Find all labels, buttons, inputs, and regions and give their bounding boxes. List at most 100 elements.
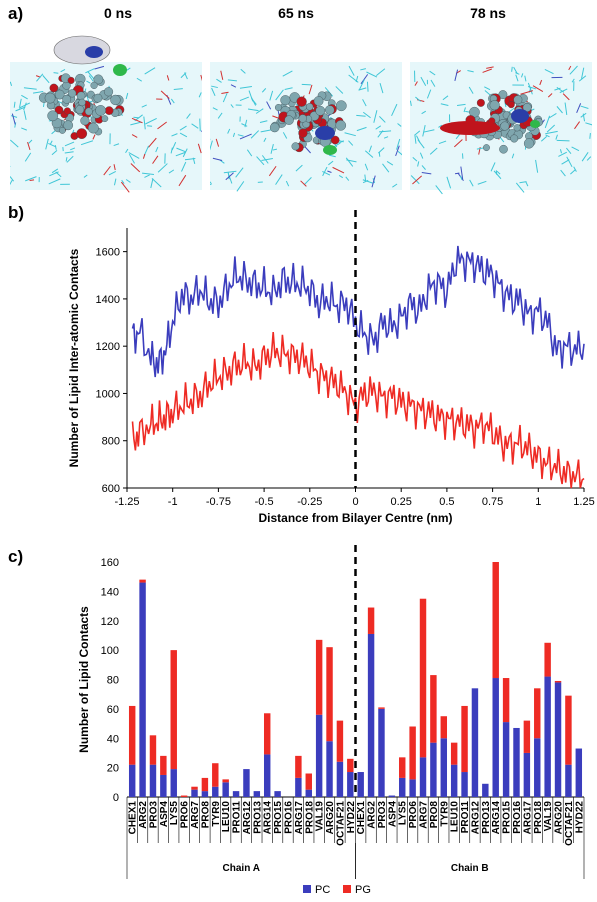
- lipid-stroke: [131, 117, 143, 124]
- lipid-stroke: [275, 89, 284, 101]
- lipid-stroke: [259, 120, 268, 123]
- atom-sphere: [507, 101, 515, 109]
- lipid-stroke: [261, 158, 273, 161]
- atom-sphere: [93, 93, 103, 103]
- lipid-stroke: [496, 170, 501, 175]
- category-label: PRO8: [429, 801, 440, 829]
- lipid-stroke: [166, 75, 170, 81]
- atom-sphere: [76, 91, 86, 101]
- lipid-stroke: [236, 181, 245, 192]
- atom-sphere: [513, 95, 523, 105]
- lipid-stroke: [155, 146, 159, 153]
- bar-pg-pro15: [502, 678, 510, 723]
- y-axis-label: Number of Lipid Contacts: [77, 606, 91, 753]
- lipid-stroke: [469, 179, 474, 187]
- lipid-stroke: [414, 134, 417, 144]
- category-label: ASP4: [159, 801, 170, 828]
- lipid-stroke: [179, 125, 187, 131]
- atom-sphere: [296, 96, 307, 107]
- atom-sphere: [80, 116, 90, 126]
- lipid-stroke: [429, 70, 436, 76]
- lipid-stroke: [45, 138, 49, 150]
- atom-sphere: [280, 95, 291, 106]
- lipid-stroke: [482, 68, 492, 73]
- bar-pg-arg7: [191, 786, 198, 790]
- lipid-stroke: [364, 163, 369, 171]
- lipid-stroke: [373, 110, 378, 123]
- lipid-stroke: [247, 108, 259, 112]
- lipid-stroke: [144, 174, 150, 178]
- lipid-stroke: [136, 77, 142, 82]
- lipid-stroke: [144, 67, 156, 75]
- lipid-stroke: [559, 88, 568, 94]
- lipid-stroke: [141, 104, 147, 108]
- lipid-stroke: [148, 137, 157, 148]
- lipid-stroke: [454, 139, 463, 148]
- lipid-stroke: [493, 170, 502, 180]
- lipid-stroke: [368, 145, 372, 153]
- lipid-stroke: [130, 163, 141, 173]
- category-label: PRO13: [481, 801, 492, 834]
- lipid-stroke: [239, 96, 250, 102]
- lipid-stroke: [571, 146, 580, 152]
- peptide-surface-green: [530, 120, 540, 128]
- contacts-vs-distance-line-chart: 600 800 1000 1200 1400 1600 -1.25 -1 -0.75 -0.5 -0…: [67, 210, 595, 525]
- lipid-stroke: [544, 69, 554, 75]
- bar-pc-val19: [544, 676, 551, 797]
- lipid-stroke: [415, 96, 421, 102]
- lipid-stroke: [573, 166, 577, 172]
- bar-pc-lys5: [399, 777, 406, 797]
- lipid-stroke: [477, 180, 487, 185]
- lipid-stroke: [417, 139, 425, 149]
- lipid-stroke: [237, 134, 244, 137]
- lipid-stroke: [460, 166, 464, 180]
- lipid-stroke: [285, 180, 290, 187]
- category-label: CHEX1: [128, 801, 139, 835]
- lipid-stroke: [230, 104, 234, 108]
- bar-pg-pro18: [534, 688, 541, 739]
- category-label: VAL19: [543, 801, 554, 832]
- lipid-stroke: [362, 111, 371, 119]
- lipid-stroke: [282, 132, 288, 139]
- lipid-stroke: [524, 75, 527, 82]
- x-tick-label: 0.25: [390, 496, 411, 508]
- atom-sphere: [54, 89, 65, 100]
- lipid-stroke: [322, 170, 331, 176]
- lipid-stroke: [525, 181, 529, 187]
- bar-pg-chex1: [128, 705, 136, 765]
- lipid-stroke: [18, 102, 31, 109]
- lipid-stroke: [571, 78, 575, 83]
- lipid-stroke: [86, 80, 91, 84]
- y-tick-label: 140: [101, 586, 119, 598]
- lipid-stroke: [113, 164, 116, 171]
- lipid-stroke: [420, 76, 427, 87]
- lipid-stroke: [10, 176, 15, 182]
- bar-pg-arg14: [492, 562, 499, 679]
- y-tick-label: 0: [113, 792, 119, 804]
- lipid-stroke: [327, 170, 332, 173]
- lipid-stroke: [28, 139, 33, 144]
- lipid-stroke: [128, 153, 135, 164]
- lipid-stroke: [21, 94, 28, 100]
- y-tick-label: 1000: [96, 388, 120, 400]
- membrane-background: [10, 62, 202, 190]
- lipid-stroke: [535, 159, 539, 173]
- lipid-stroke: [382, 163, 390, 173]
- lipid-stroke: [324, 87, 334, 97]
- atom-sphere: [93, 74, 104, 85]
- category-label: PRO18: [304, 801, 315, 834]
- bar-pc-arg14: [492, 678, 499, 797]
- lipid-stroke: [179, 132, 188, 138]
- lipid-stroke: [51, 168, 59, 174]
- lipid-stroke: [176, 147, 186, 153]
- peptide-surface-green: [113, 64, 127, 76]
- atom-sphere: [68, 89, 77, 98]
- atom-sphere: [325, 105, 335, 115]
- lipid-stroke: [511, 66, 513, 72]
- category-label: ARG12: [242, 801, 253, 835]
- lipid-stroke: [378, 151, 381, 157]
- lipid-stroke: [338, 175, 344, 179]
- atom-sphere: [499, 144, 508, 154]
- lipid-stroke: [227, 79, 237, 82]
- lipid-stroke: [29, 179, 35, 181]
